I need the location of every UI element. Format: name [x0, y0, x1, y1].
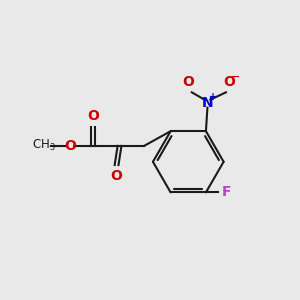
- Text: O: O: [87, 109, 99, 123]
- Text: O: O: [64, 139, 76, 153]
- Text: O: O: [182, 75, 194, 89]
- Text: +: +: [209, 92, 217, 102]
- Text: −: −: [231, 72, 241, 82]
- Text: O: O: [110, 169, 122, 183]
- Text: O: O: [224, 75, 236, 89]
- Text: F: F: [222, 185, 232, 200]
- Text: N: N: [202, 96, 213, 110]
- Text: CH$_3$: CH$_3$: [32, 138, 56, 154]
